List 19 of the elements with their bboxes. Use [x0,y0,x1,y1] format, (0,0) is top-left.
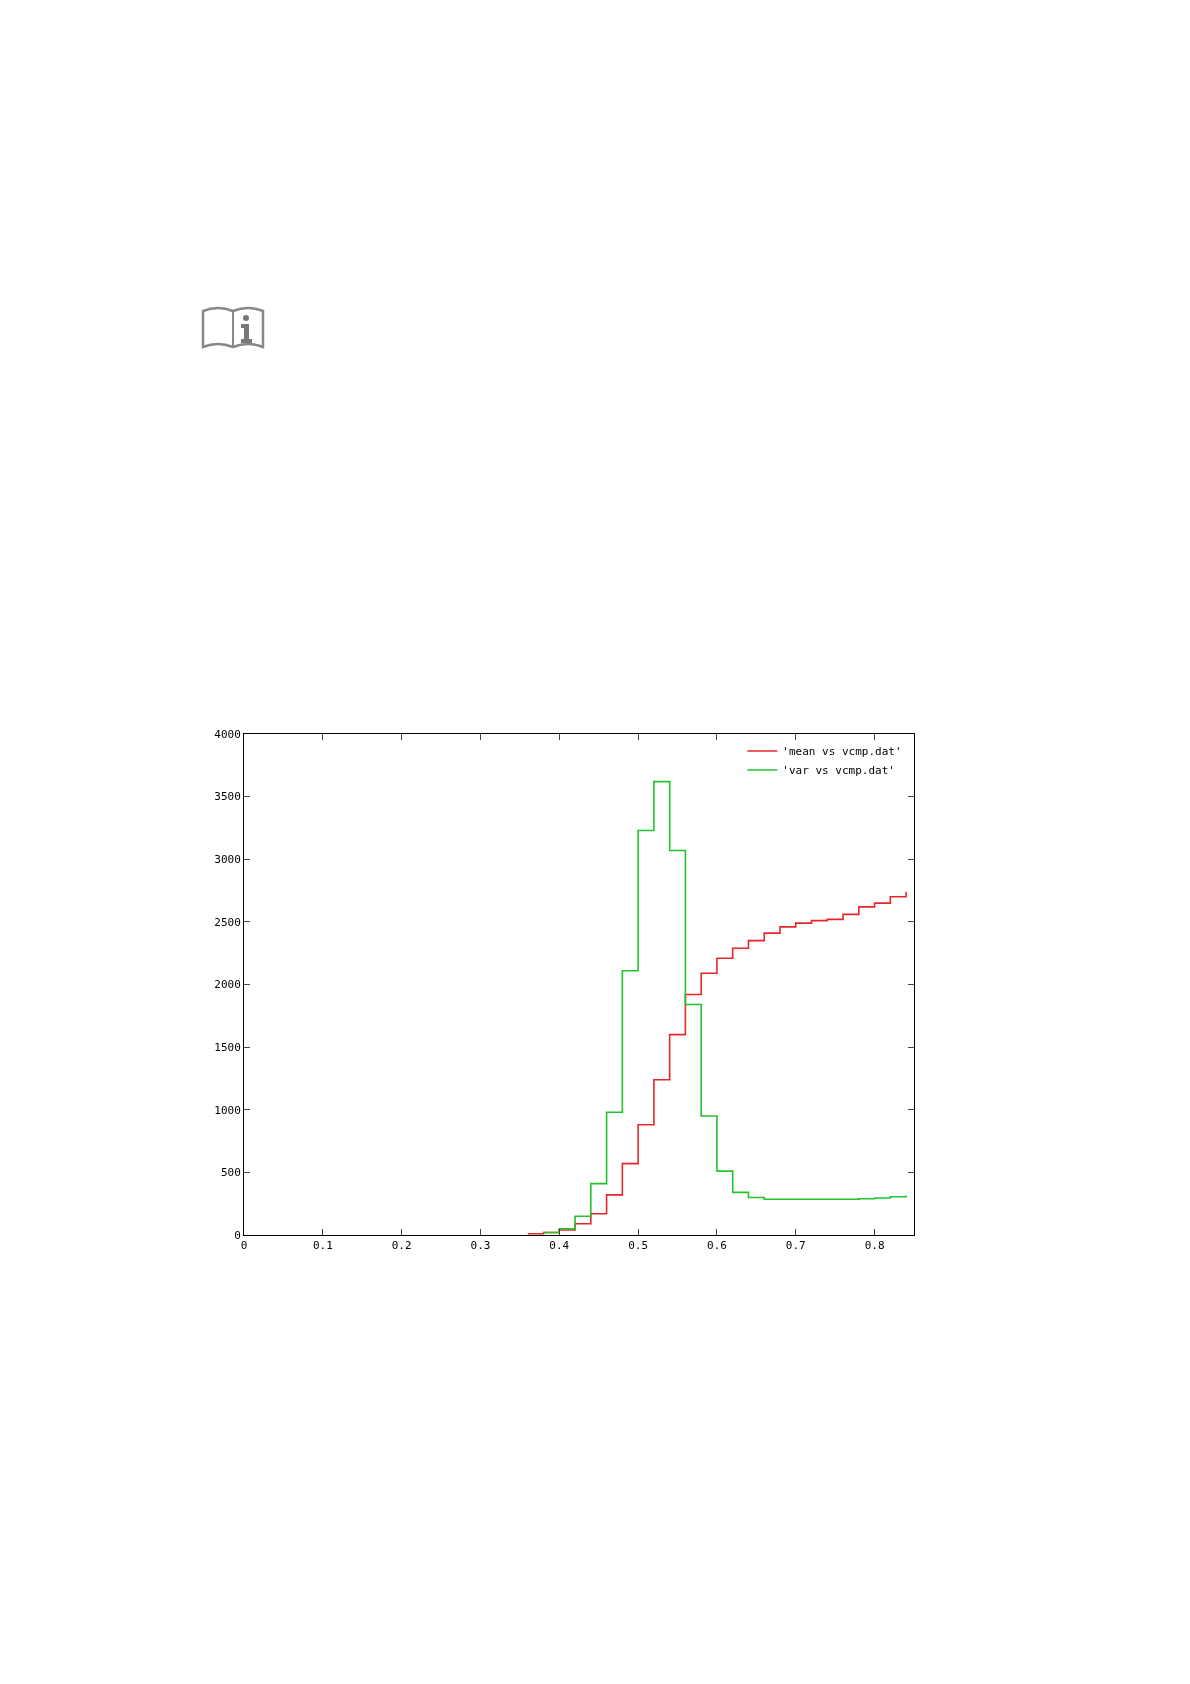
x-tick-label: 0.7 [785,1239,806,1253]
y-tick-label: 1500 [214,1040,241,1054]
y-tick-label: 3000 [214,853,241,867]
x-tick-label: 0.8 [864,1239,885,1253]
y-tick-label: 2000 [214,978,241,992]
legend-label: 'mean vs vcmp.dat' [782,745,902,759]
legend-label: 'var vs vcmp.dat' [782,764,895,778]
x-tick-label: 0.3 [470,1239,491,1253]
y-tick-label: 4000 [214,727,241,741]
x-tick-label: 0.6 [707,1239,727,1253]
y-tick-label: 500 [220,1166,241,1180]
x-tick-label: 0.1 [312,1239,333,1253]
y-tick-label: 2500 [214,915,241,929]
y-tick-label: 1000 [214,1103,241,1117]
x-tick-label: 0.2 [391,1239,412,1253]
y-tick-label: 3500 [214,790,241,804]
x-tick-label: 0.5 [628,1239,649,1253]
y-tick-label: 0 [234,1228,241,1242]
x-tick-label: 0.4 [549,1239,570,1253]
